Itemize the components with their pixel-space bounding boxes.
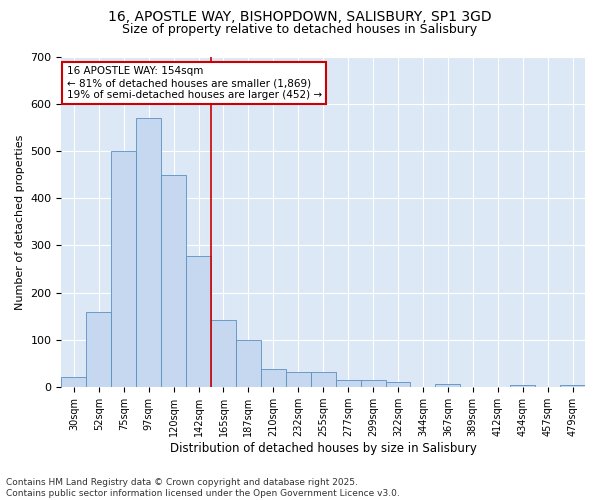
Bar xyxy=(361,380,386,387)
Bar xyxy=(510,385,535,387)
Bar xyxy=(386,382,410,387)
Bar xyxy=(261,370,286,387)
Bar xyxy=(186,256,211,387)
Bar xyxy=(86,312,111,387)
Bar xyxy=(136,118,161,387)
Bar xyxy=(436,384,460,387)
Text: 16 APOSTLE WAY: 154sqm
← 81% of detached houses are smaller (1,869)
19% of semi-: 16 APOSTLE WAY: 154sqm ← 81% of detached… xyxy=(67,66,322,100)
Bar xyxy=(61,377,86,387)
Y-axis label: Number of detached properties: Number of detached properties xyxy=(15,134,25,310)
Text: Contains HM Land Registry data © Crown copyright and database right 2025.
Contai: Contains HM Land Registry data © Crown c… xyxy=(6,478,400,498)
Bar xyxy=(211,320,236,387)
Bar xyxy=(560,385,585,387)
Text: 16, APOSTLE WAY, BISHOPDOWN, SALISBURY, SP1 3GD: 16, APOSTLE WAY, BISHOPDOWN, SALISBURY, … xyxy=(108,10,492,24)
Bar xyxy=(335,380,361,387)
Bar xyxy=(161,174,186,387)
Bar xyxy=(111,151,136,387)
Bar xyxy=(311,372,335,387)
Bar xyxy=(236,340,261,387)
Bar xyxy=(286,372,311,387)
X-axis label: Distribution of detached houses by size in Salisbury: Distribution of detached houses by size … xyxy=(170,442,476,455)
Text: Size of property relative to detached houses in Salisbury: Size of property relative to detached ho… xyxy=(122,22,478,36)
